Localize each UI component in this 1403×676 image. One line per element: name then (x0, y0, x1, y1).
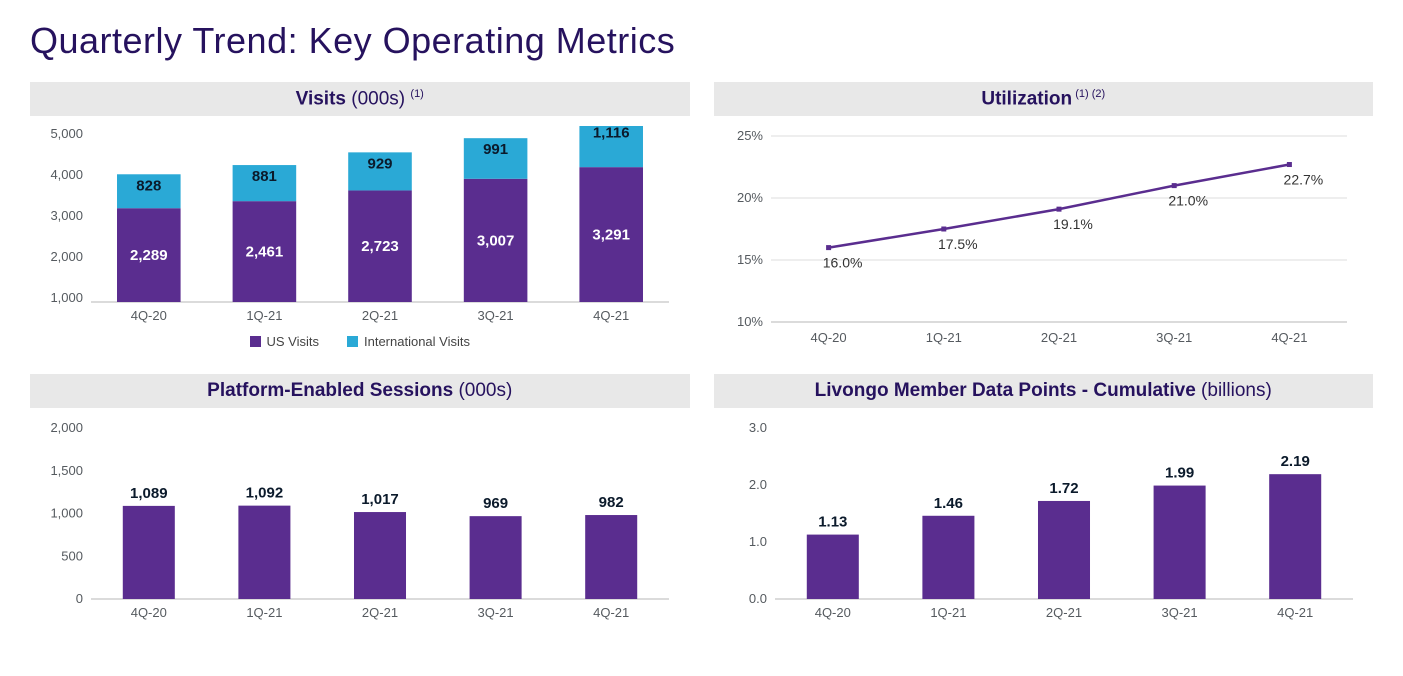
legend-item-intl: International Visits (347, 334, 470, 349)
svg-text:1,000: 1,000 (50, 290, 83, 305)
livongo-unit: (billions) (1196, 380, 1272, 401)
swatch-intl (347, 336, 358, 347)
svg-text:3Q-21: 3Q-21 (478, 605, 514, 620)
svg-text:21.0%: 21.0% (1168, 193, 1208, 209)
chart-sessions: 0 500 1,000 1,500 2,000 4Q-20 1,089 1Q-21 1,092 2… (30, 408, 690, 627)
legend-label-intl: International Visits (364, 334, 470, 349)
chart-visits: 1,000 2,000 3,000 4,000 5,000 4Q-20 2,289 828 1Q… (30, 116, 690, 330)
page-title: Quarterly Trend: Key Operating Metrics (30, 20, 1373, 62)
svg-text:1.72: 1.72 (1049, 480, 1078, 497)
svg-text:828: 828 (136, 178, 161, 195)
svg-sessions: 0 500 1,000 1,500 2,000 4Q-20 1,089 1Q-21 1,092 2… (39, 418, 679, 623)
svg-text:3Q-21: 3Q-21 (1156, 330, 1192, 345)
svg-text:982: 982 (599, 494, 624, 511)
panel-header-visits: Visits (000s) (1) (30, 82, 690, 116)
chart-utilization: 10% 15% 20% 25% 4Q-20 1Q-21 2Q-21 3Q-21 4Q-21 16.… (714, 116, 1374, 356)
panel-utilization: Utilization (1) (2) 10% 15% 20% 25% 4Q-20 1Q-… (714, 82, 1374, 356)
svg-text:19.1%: 19.1% (1053, 216, 1093, 232)
svg-text:500: 500 (61, 549, 83, 564)
svg-text:4Q-20: 4Q-20 (131, 605, 167, 620)
sessions-unit: (000s) (453, 380, 512, 401)
svg-text:16.0%: 16.0% (822, 255, 862, 271)
svg-text:2Q-21: 2Q-21 (362, 308, 398, 323)
swatch-us (250, 336, 261, 347)
svg-text:1Q-21: 1Q-21 (930, 605, 966, 620)
legend-label-us: US Visits (267, 334, 320, 349)
svg-text:1,000: 1,000 (50, 506, 83, 521)
svg-text:2,000: 2,000 (50, 420, 83, 435)
visits-title: Visits (296, 88, 346, 109)
svg-text:4Q-21: 4Q-21 (1271, 330, 1307, 345)
svg-text:1Q-21: 1Q-21 (246, 308, 282, 323)
svg-text:3.0: 3.0 (748, 420, 766, 435)
svg-text:1,092: 1,092 (246, 485, 284, 502)
util-title: Utilization (981, 88, 1072, 109)
legend-item-us: US Visits (250, 334, 320, 349)
svg-text:2.19: 2.19 (1280, 453, 1309, 470)
panel-livongo: Livongo Member Data Points - Cumulative … (714, 374, 1374, 627)
svg-utilization: 10% 15% 20% 25% 4Q-20 1Q-21 2Q-21 3Q-21 4Q-21 16.… (723, 126, 1363, 352)
chart-livongo: 0.0 1.0 2.0 3.0 4Q-20 1.13 1Q-21 1.46 2Q-21 1.72 3… (714, 408, 1374, 627)
svg-text:3,291: 3,291 (592, 227, 630, 244)
svg-text:2,000: 2,000 (50, 249, 83, 264)
panel-header-sessions: Platform-Enabled Sessions (000s) (30, 374, 690, 408)
svg-text:5,000: 5,000 (50, 126, 83, 141)
svg-text:1,500: 1,500 (50, 463, 83, 478)
svg-livongo: 0.0 1.0 2.0 3.0 4Q-20 1.13 1Q-21 1.46 2Q-21 1.72 3… (723, 418, 1363, 623)
panel-sessions: Platform-Enabled Sessions (000s) 0 500 1,0… (30, 374, 690, 627)
svg-text:1.13: 1.13 (818, 514, 847, 531)
panel-header-utilization: Utilization (1) (2) (714, 82, 1374, 116)
svg-visits: 1,000 2,000 3,000 4,000 5,000 4Q-20 2,289 828 1Q… (39, 126, 679, 326)
svg-text:15%: 15% (736, 252, 762, 267)
svg-text:1.46: 1.46 (933, 495, 962, 512)
svg-text:4Q-20: 4Q-20 (810, 330, 846, 345)
svg-text:4Q-20: 4Q-20 (131, 308, 167, 323)
svg-text:3Q-21: 3Q-21 (478, 308, 514, 323)
chart-grid: Visits (000s) (1) 1,000 2,000 3,000 4,000 5,… (30, 82, 1373, 627)
svg-text:1Q-21: 1Q-21 (925, 330, 961, 345)
svg-text:2Q-21: 2Q-21 (362, 605, 398, 620)
svg-text:2,723: 2,723 (361, 239, 399, 256)
svg-text:969: 969 (483, 495, 508, 512)
svg-text:0.0: 0.0 (748, 591, 766, 606)
svg-text:4Q-21: 4Q-21 (593, 308, 629, 323)
svg-text:4Q-20: 4Q-20 (814, 605, 850, 620)
panel-visits: Visits (000s) (1) 1,000 2,000 3,000 4,000 5,… (30, 82, 690, 356)
svg-text:2.0: 2.0 (748, 477, 766, 492)
visits-sup: (1) (410, 88, 423, 100)
svg-text:2Q-21: 2Q-21 (1045, 605, 1081, 620)
svg-text:1.99: 1.99 (1164, 465, 1193, 482)
svg-text:991: 991 (483, 142, 508, 159)
svg-text:2Q-21: 2Q-21 (1040, 330, 1076, 345)
svg-text:4Q-21: 4Q-21 (1277, 605, 1313, 620)
svg-text:22.7%: 22.7% (1283, 172, 1323, 188)
util-sup: (1) (2) (1072, 88, 1105, 100)
svg-text:4Q-21: 4Q-21 (593, 605, 629, 620)
svg-text:881: 881 (252, 168, 277, 185)
svg-text:3,007: 3,007 (477, 233, 515, 250)
svg-text:20%: 20% (736, 190, 762, 205)
visits-unit: (000s) (346, 88, 410, 109)
svg-text:3Q-21: 3Q-21 (1161, 605, 1197, 620)
svg-text:1,116: 1,116 (593, 126, 630, 141)
svg-text:1,089: 1,089 (130, 485, 168, 502)
svg-text:1,017: 1,017 (361, 491, 399, 508)
svg-text:0: 0 (76, 591, 83, 606)
svg-text:929: 929 (367, 156, 392, 173)
svg-text:1Q-21: 1Q-21 (246, 605, 282, 620)
svg-text:1.0: 1.0 (748, 534, 766, 549)
legend-visits: US Visits International Visits (30, 330, 690, 351)
svg-text:2,289: 2,289 (130, 247, 168, 264)
svg-text:10%: 10% (736, 314, 762, 329)
sessions-title: Platform-Enabled Sessions (207, 380, 453, 401)
svg-text:4,000: 4,000 (50, 167, 83, 182)
svg-text:3,000: 3,000 (50, 208, 83, 223)
livongo-title: Livongo Member Data Points - Cumulative (815, 380, 1196, 401)
svg-text:25%: 25% (736, 128, 762, 143)
svg-text:2,461: 2,461 (246, 244, 284, 261)
svg-text:17.5%: 17.5% (937, 236, 977, 252)
panel-header-livongo: Livongo Member Data Points - Cumulative … (714, 374, 1374, 408)
